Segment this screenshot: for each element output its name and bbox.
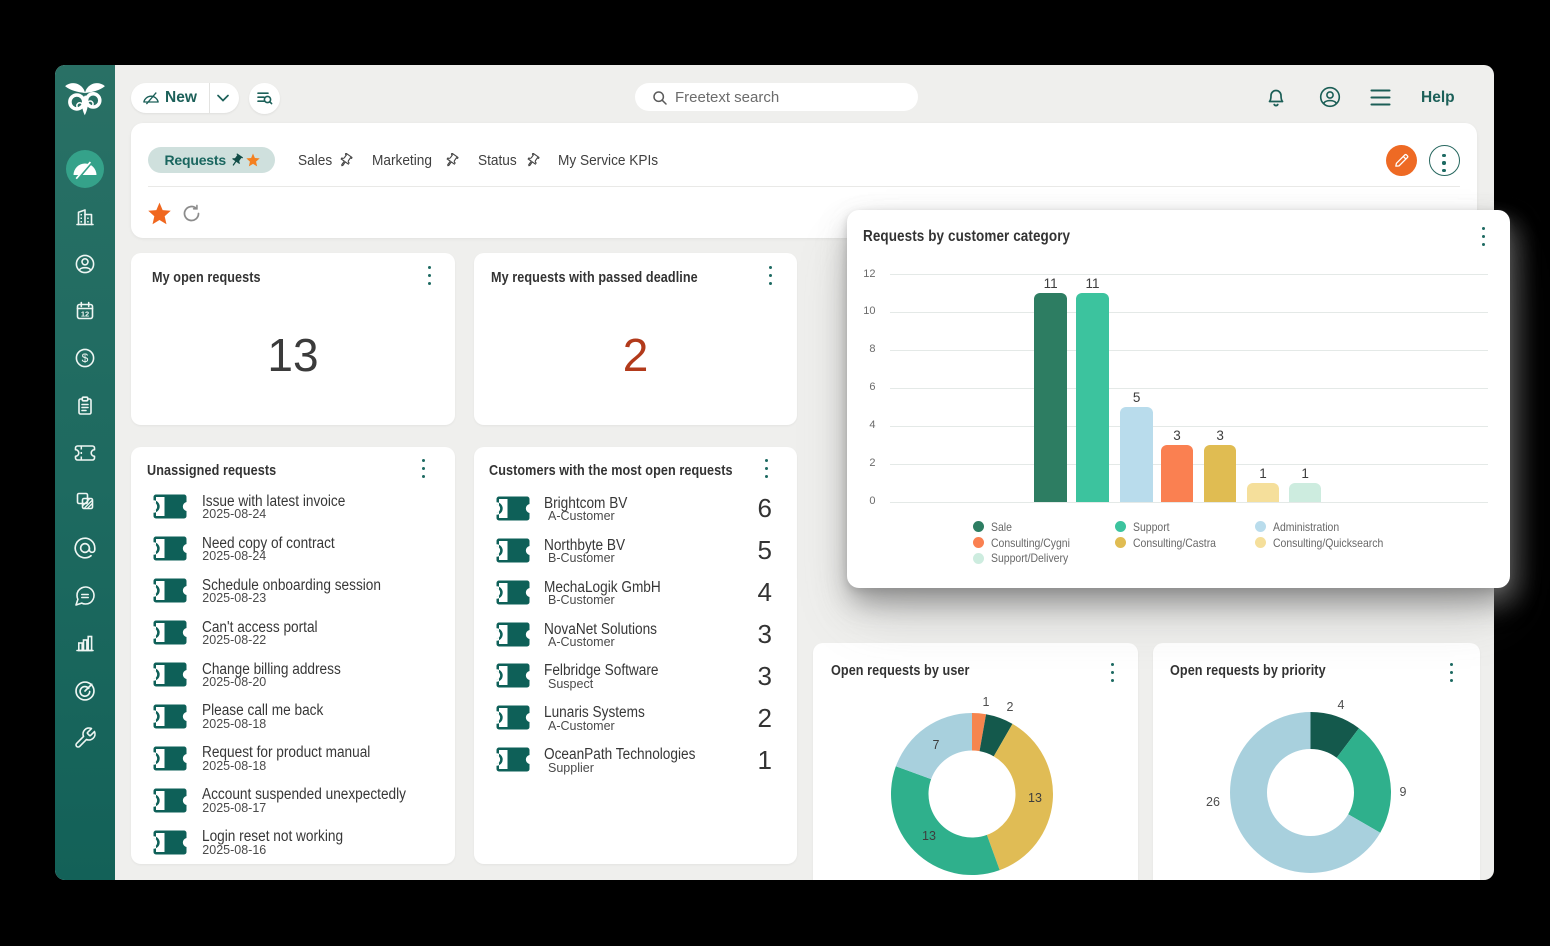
svg-text:26: 26 (1206, 795, 1220, 809)
svg-text:13: 13 (1028, 791, 1042, 805)
svg-text:4: 4 (1338, 698, 1345, 712)
svg-text:$: $ (82, 351, 89, 365)
svg-text:12: 12 (81, 309, 89, 318)
svg-text:1: 1 (983, 695, 990, 709)
svg-text:7: 7 (933, 738, 940, 752)
svg-text:9: 9 (1400, 785, 1407, 799)
svg-text:13: 13 (922, 829, 936, 843)
svg-text:2: 2 (1007, 700, 1014, 714)
